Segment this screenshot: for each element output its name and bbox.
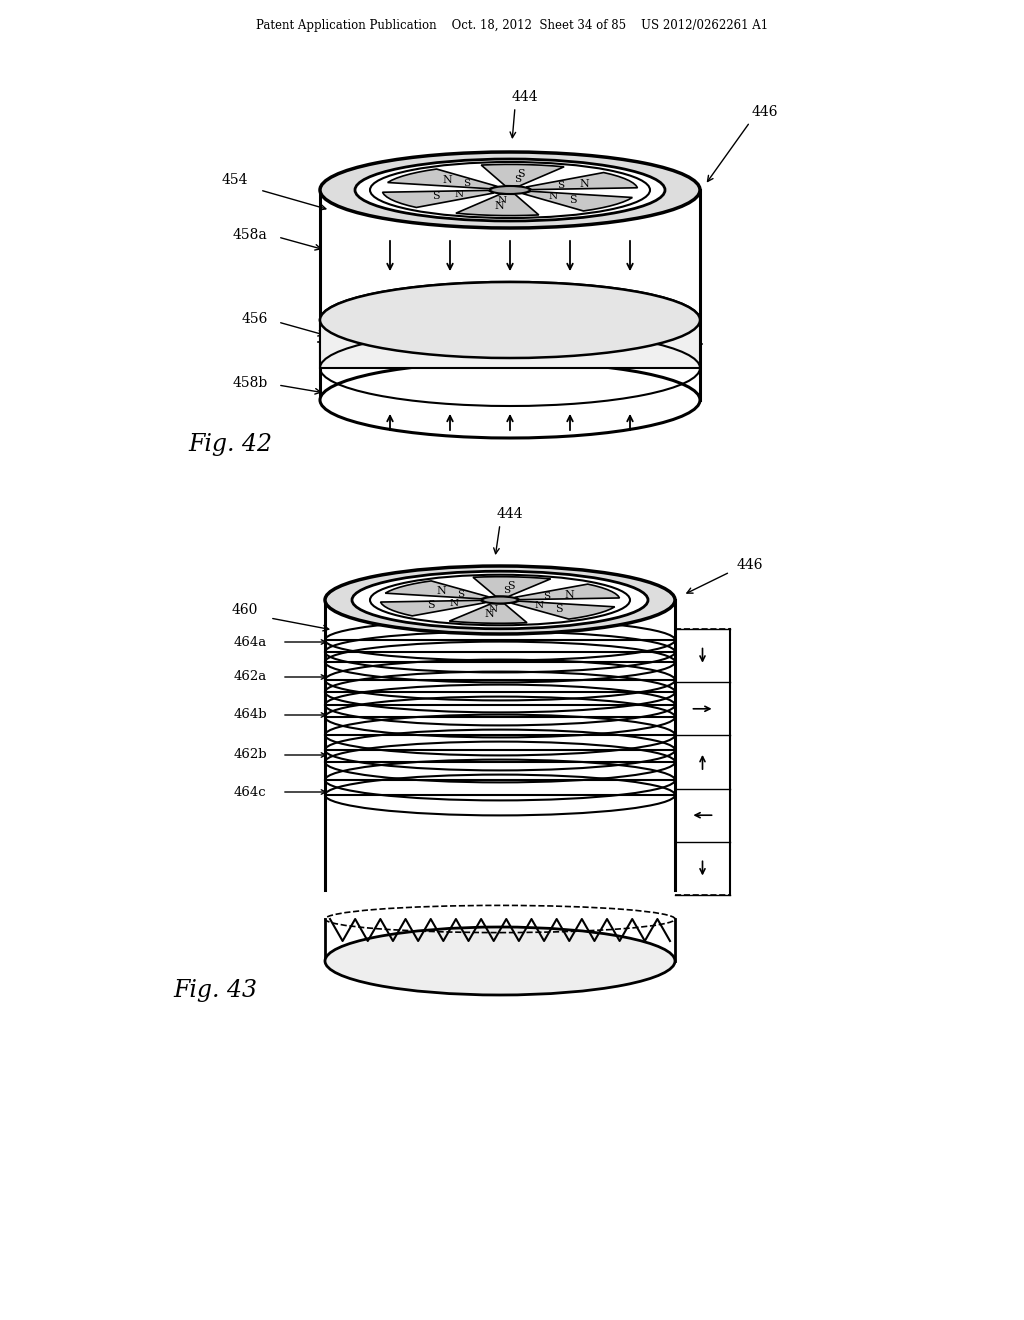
Ellipse shape xyxy=(319,152,700,228)
Polygon shape xyxy=(473,577,551,597)
Text: 460: 460 xyxy=(231,603,258,616)
Text: S: S xyxy=(557,181,564,190)
Text: S: S xyxy=(569,195,577,205)
Text: N: N xyxy=(484,610,495,619)
Text: 454: 454 xyxy=(222,173,248,187)
Ellipse shape xyxy=(319,282,700,358)
Text: 464c: 464c xyxy=(233,785,266,799)
Text: S: S xyxy=(555,605,563,614)
Text: Fig. 42: Fig. 42 xyxy=(188,433,272,457)
Ellipse shape xyxy=(319,362,700,438)
Ellipse shape xyxy=(482,597,518,603)
Text: 462a: 462a xyxy=(233,671,266,684)
Text: S: S xyxy=(432,191,439,201)
Ellipse shape xyxy=(490,186,530,194)
Polygon shape xyxy=(511,601,614,619)
Text: N: N xyxy=(535,602,544,610)
Ellipse shape xyxy=(325,927,675,995)
Text: S: S xyxy=(457,590,464,598)
Polygon shape xyxy=(526,173,638,190)
Text: X: X xyxy=(434,333,445,347)
Text: 444: 444 xyxy=(512,90,539,104)
Polygon shape xyxy=(381,601,485,616)
Text: 456: 456 xyxy=(242,312,268,326)
Text: N: N xyxy=(494,201,504,211)
Polygon shape xyxy=(385,581,488,599)
Text: ⊙: ⊙ xyxy=(583,331,598,348)
Polygon shape xyxy=(319,319,700,368)
Text: S: S xyxy=(463,178,470,187)
Text: S: S xyxy=(514,174,521,183)
Polygon shape xyxy=(456,194,539,215)
Ellipse shape xyxy=(319,282,700,358)
Text: N: N xyxy=(488,605,498,614)
Ellipse shape xyxy=(325,566,675,634)
Text: N: N xyxy=(455,190,464,198)
Text: 444: 444 xyxy=(497,507,523,521)
Text: 458a: 458a xyxy=(232,228,267,242)
Text: N: N xyxy=(580,180,589,189)
Ellipse shape xyxy=(355,158,665,220)
Text: 464a: 464a xyxy=(233,635,266,648)
Text: N: N xyxy=(549,193,558,201)
Polygon shape xyxy=(450,603,527,623)
Text: S: S xyxy=(517,169,525,180)
Text: 462b: 462b xyxy=(233,748,267,762)
Text: S: S xyxy=(543,591,550,601)
Ellipse shape xyxy=(352,572,648,628)
Text: Patent Application Publication    Oct. 18, 2012  Sheet 34 of 85    US 2012/02622: Patent Application Publication Oct. 18, … xyxy=(256,18,768,32)
Text: S: S xyxy=(507,581,514,590)
Text: 446: 446 xyxy=(752,106,778,119)
Text: S: S xyxy=(504,586,511,595)
Text: 464b: 464b xyxy=(233,709,267,722)
Polygon shape xyxy=(522,191,633,211)
Polygon shape xyxy=(481,165,564,186)
Text: N: N xyxy=(564,590,574,599)
Text: Fig. 43: Fig. 43 xyxy=(173,978,257,1002)
Text: 458b: 458b xyxy=(232,376,267,389)
Text: S: S xyxy=(427,601,434,610)
Text: N: N xyxy=(450,599,458,609)
Polygon shape xyxy=(388,169,498,189)
Text: N: N xyxy=(436,586,445,597)
Polygon shape xyxy=(515,583,620,599)
Text: N: N xyxy=(442,176,452,185)
Polygon shape xyxy=(383,190,494,207)
Text: N: N xyxy=(498,197,507,206)
Text: 446: 446 xyxy=(736,558,763,572)
